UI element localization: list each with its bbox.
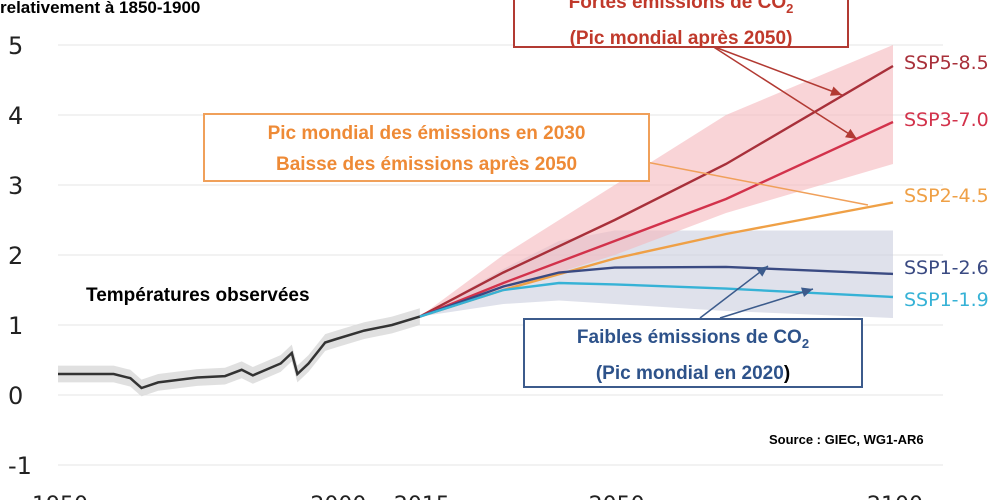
high-emissions-band [419,45,893,317]
low-emissions-line2: (Pic mondial en 2020 [595,362,784,384]
series-label: SSP1-2.6 [904,257,989,279]
y-axis-ticks: -1 0 1 2 3 4 5 [8,32,32,480]
series-line-ssp1-1-9 [419,281,894,318]
high-emissions-sub: 2 [786,0,794,16]
arrow-to-ssp126-head [756,266,768,277]
observed-temperature-line [58,315,421,390]
observed-uncertainty-band [58,308,420,397]
arrow-to-ssp585 [711,45,843,96]
series-label: SSP1-1.9 [904,289,989,311]
y-tick-label: 0 [8,382,23,410]
low-emissions-line1: Faibles émissions de CO [576,327,802,348]
observed-temperatures-label: Températures observées [86,285,310,306]
arrow-to-ssp370-head [845,128,857,139]
mid-emissions-line2: Baisse des émissions après 2050 [275,154,578,175]
y-tick-label: 2 [8,242,23,270]
annotation-mid-emissions: Pic mondial des émissions en 2030 Baisse… [203,113,650,182]
series-line-ssp5-8-5 [419,64,894,318]
series-line-ssp1-2-6 [419,265,894,318]
arrow-to-ssp585-head [829,86,842,96]
series-line-ssp3-7-0 [419,120,894,318]
low-emissions-sub: 2 [801,335,810,351]
annotation-high-emissions: Fortes émissions de CO2 (Pic mondial apr… [513,0,849,49]
chart-subtitle: relativement à 1850-1900 [0,0,201,17]
y-tick-label: 4 [8,102,23,130]
arrow-to-ssp245 [645,161,869,206]
x-axis-ticks: 1950 2000 2015 2050 2100 [32,493,923,500]
series-labels: SSP5-8.5 SSP3-7.0 SSP2-4.5 SSP1-2.6 SSP1-1.9 [904,52,989,311]
mid-emissions-line1: Pic mondial des émissions en 2030 [267,123,586,144]
uncertainty-bands [58,45,893,397]
arrow-to-ssp370 [711,45,858,140]
y-tick-label: -1 [8,452,32,480]
arrow-to-ssp119-head [801,287,813,298]
series-lines [58,64,894,390]
series-label: SSP3-7.0 [904,109,989,131]
high-emissions-line1: Fortes émissions de CO [568,0,787,13]
high-emissions-line2: (Pic mondial après 2050) [569,27,793,49]
annotation-low-emissions: Faibles émissions de CO2 (Pic mondial en… [523,318,863,388]
arrow-to-ssp119 [719,288,814,319]
x-tick-label: 2000 [310,493,366,500]
x-tick-label: 2050 [589,493,645,500]
x-tick-label: 1950 [32,493,88,500]
x-tick-label: 2015 [394,493,450,500]
y-tick-label: 3 [8,172,23,200]
x-tick-label: 2100 [867,493,923,500]
y-tick-label: 5 [8,32,23,60]
arrow-to-ssp126 [699,265,769,319]
low-emissions-close: ) [783,362,791,384]
series-label: SSP2-4.5 [904,185,989,207]
series-label: SSP5-8.5 [904,52,989,74]
annotation-arrows [645,45,869,319]
source-note: Source : GIEC, WG1-AR6 [769,432,924,447]
y-tick-label: 1 [8,312,23,340]
